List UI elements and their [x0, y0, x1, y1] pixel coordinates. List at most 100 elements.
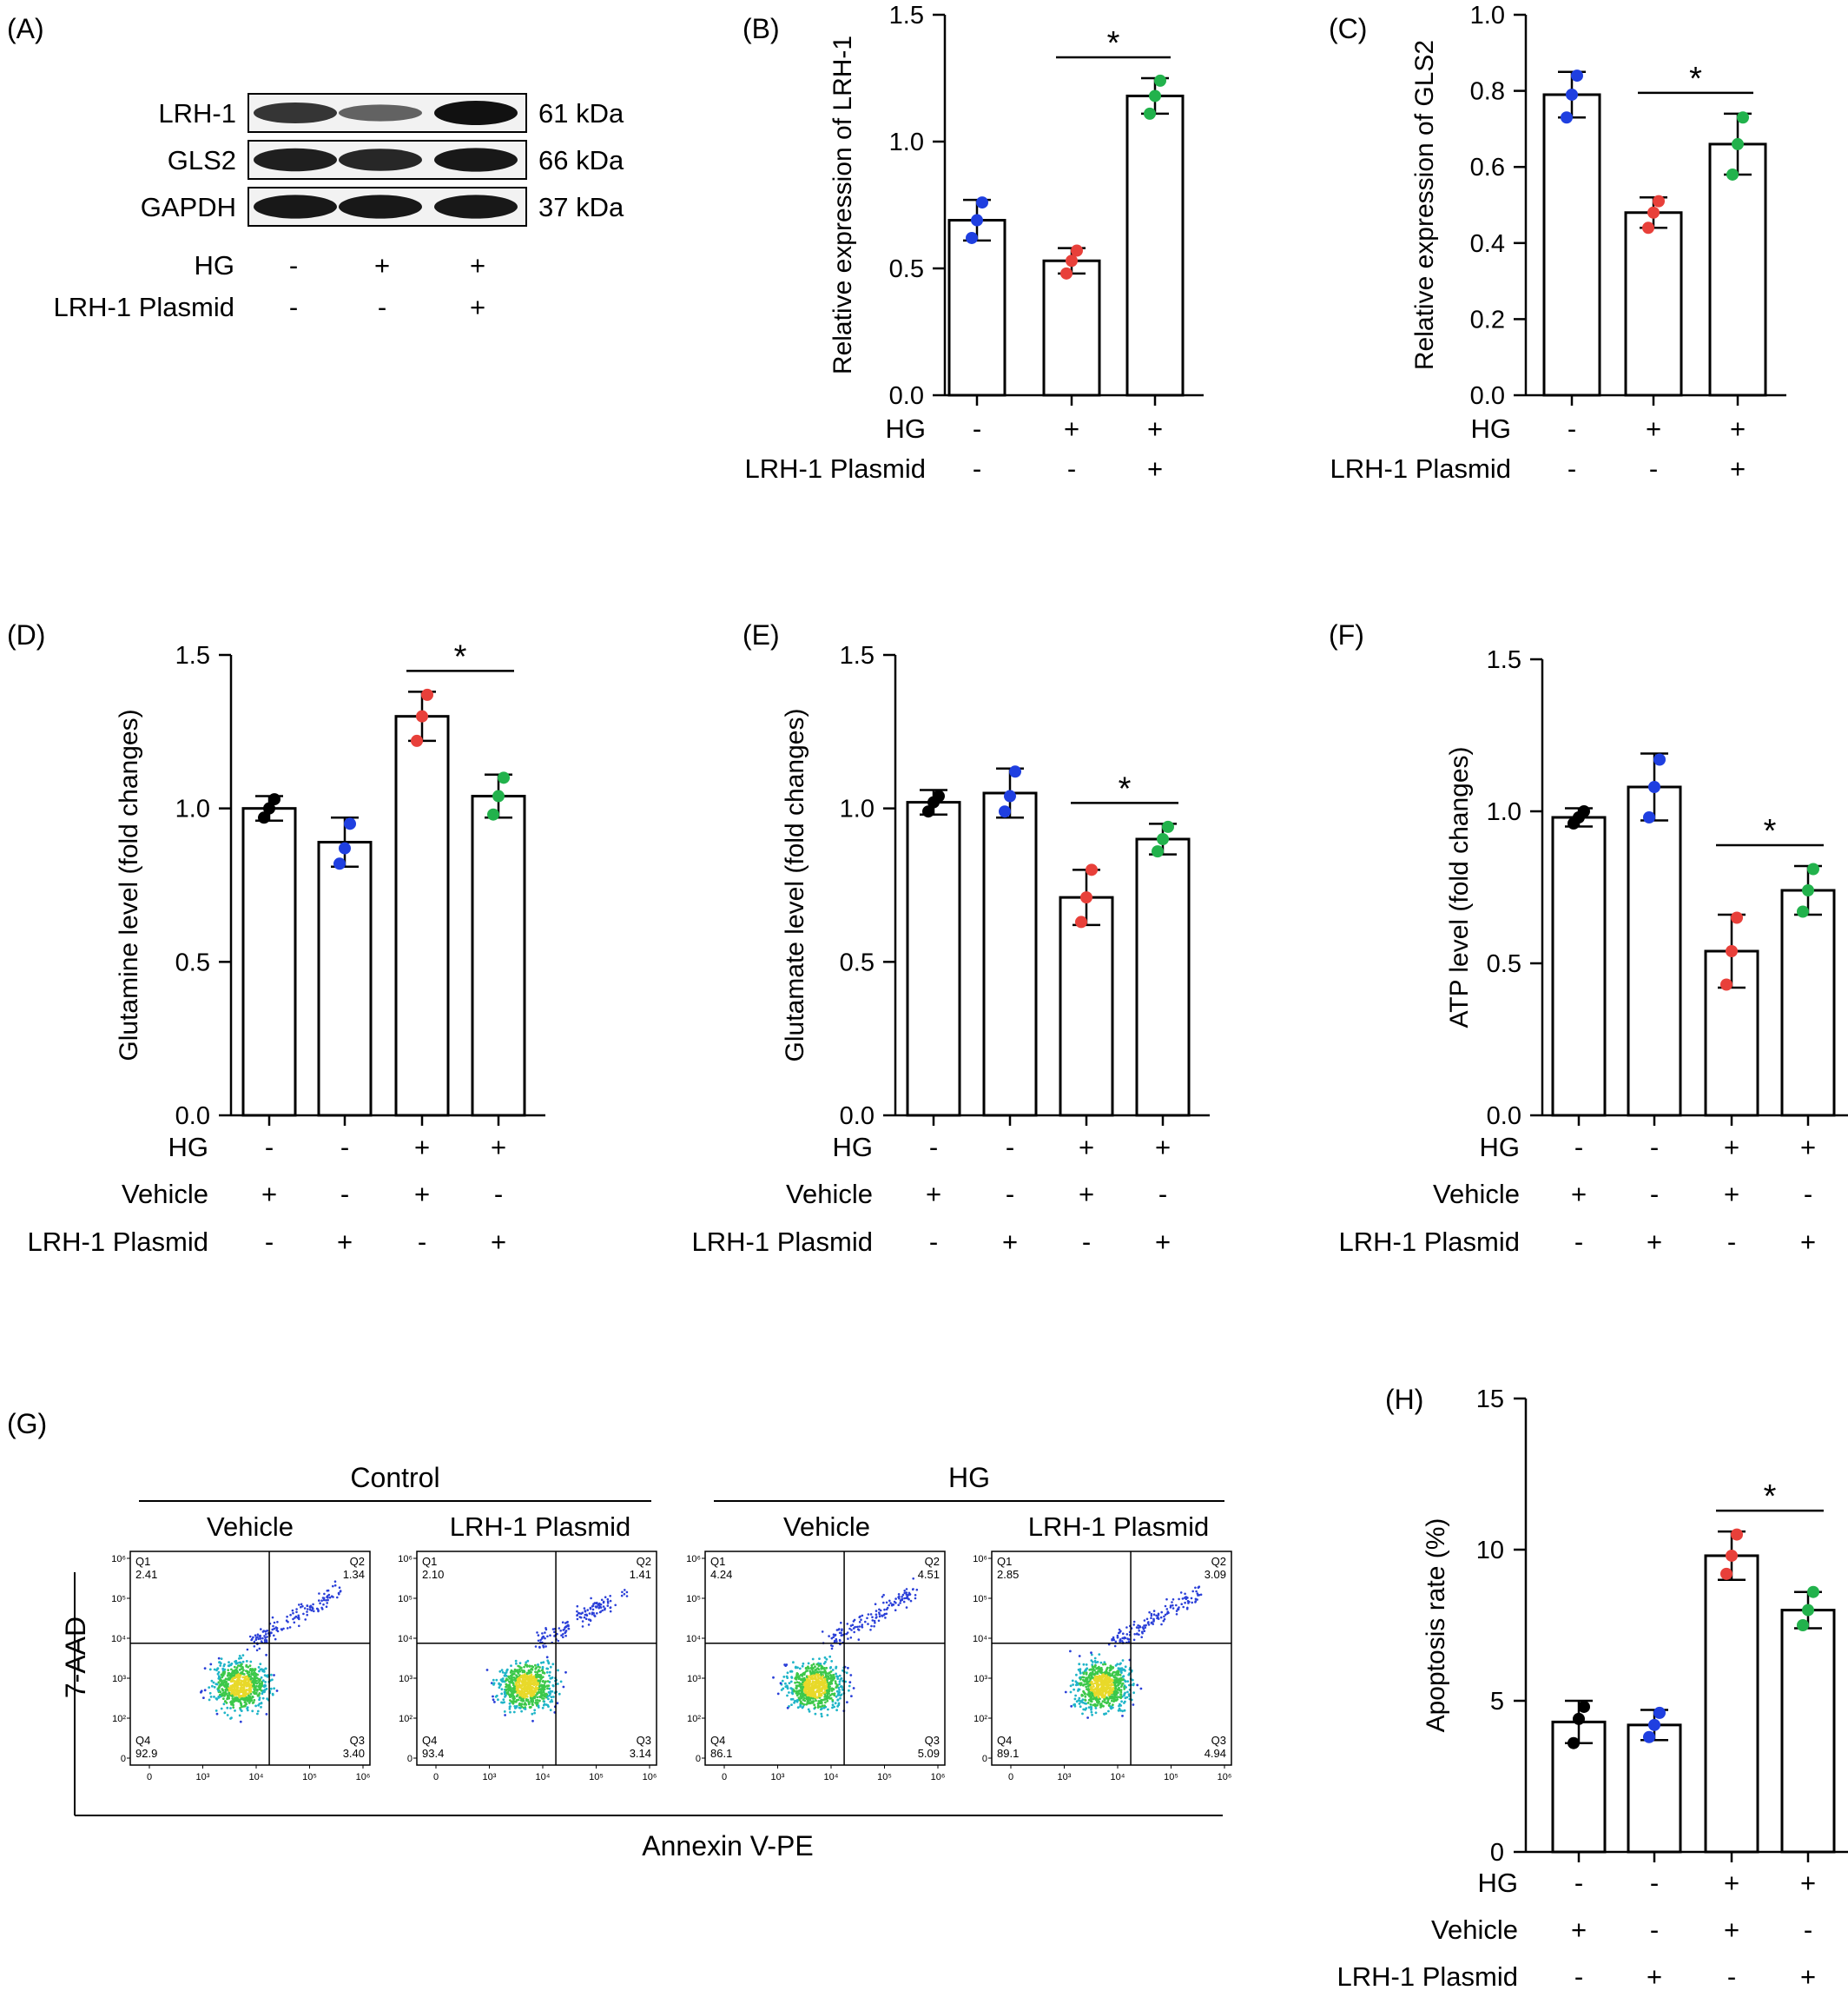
event-dot	[1127, 1638, 1131, 1641]
event-dot	[552, 1696, 555, 1698]
event-dot	[598, 1602, 601, 1605]
event-dot	[1169, 1604, 1172, 1607]
event-dot	[1127, 1693, 1131, 1696]
event-dot	[1119, 1681, 1122, 1684]
y-tick-label: 1.5	[840, 642, 874, 670]
event-dot	[1112, 1637, 1115, 1641]
event-dot	[820, 1712, 823, 1716]
event-dot	[1132, 1638, 1136, 1642]
event-dot	[533, 1711, 536, 1715]
event-dot	[821, 1683, 824, 1686]
event-dot	[510, 1693, 513, 1696]
event-dot	[321, 1597, 325, 1599]
event-dot	[531, 1712, 534, 1716]
event-dot	[221, 1689, 225, 1692]
event-dot	[789, 1670, 793, 1673]
event-dot	[1092, 1697, 1095, 1701]
event-dot	[797, 1692, 800, 1696]
event-dot	[1197, 1586, 1200, 1590]
condition-sign: +	[337, 1227, 353, 1257]
event-dot	[1120, 1700, 1123, 1703]
event-dot	[255, 1649, 259, 1652]
data-point	[1720, 1567, 1732, 1580]
event-dot	[274, 1626, 278, 1629]
condition-sign: +	[1571, 1179, 1587, 1209]
event-dot	[807, 1662, 810, 1665]
event-dot	[548, 1670, 551, 1674]
event-dot	[802, 1692, 804, 1695]
event-dot	[823, 1704, 826, 1707]
event-dot	[234, 1688, 237, 1691]
bar	[394, 715, 450, 1117]
event-dot	[849, 1674, 853, 1676]
data-point	[498, 771, 510, 784]
event-dot	[832, 1688, 835, 1691]
event-dot	[789, 1680, 793, 1683]
data-point	[487, 808, 499, 821]
event-dot	[330, 1595, 333, 1597]
event-dot	[567, 1627, 570, 1630]
event-dot	[249, 1692, 253, 1696]
event-dot	[1086, 1693, 1090, 1696]
event-dot	[893, 1600, 896, 1604]
event-dot	[541, 1697, 544, 1700]
event-dot	[596, 1612, 598, 1615]
event-dot	[238, 1669, 241, 1671]
condition-sign: -	[1650, 1179, 1659, 1209]
bar	[1627, 785, 1682, 1117]
event-dot	[1094, 1675, 1098, 1678]
data-point	[1004, 790, 1016, 803]
event-dot	[498, 1686, 501, 1690]
event-dot	[795, 1691, 798, 1695]
event-dot	[798, 1689, 801, 1692]
condition-sign: -	[265, 1132, 274, 1162]
event-dot	[512, 1678, 514, 1682]
event-dot	[227, 1673, 230, 1676]
event-dot	[790, 1691, 794, 1694]
event-dot	[835, 1665, 838, 1669]
quadrant-label: Q1	[710, 1555, 725, 1568]
event-dot	[544, 1703, 548, 1706]
event-dot	[224, 1677, 228, 1681]
event-dot	[1119, 1639, 1122, 1642]
event-dot	[1132, 1691, 1135, 1695]
event-dot	[241, 1697, 245, 1701]
event-dot	[1092, 1685, 1095, 1688]
event-dot	[566, 1623, 570, 1627]
event-dot	[849, 1637, 853, 1639]
event-dot	[823, 1656, 827, 1659]
event-dot	[897, 1593, 901, 1596]
flow-x-tick-label: 10⁵	[302, 1772, 317, 1782]
event-dot	[1106, 1666, 1109, 1670]
event-dot	[859, 1615, 861, 1618]
event-dot	[819, 1705, 822, 1709]
condition-sign: +	[1155, 1132, 1171, 1162]
event-dot	[231, 1683, 234, 1687]
event-dot	[788, 1682, 791, 1684]
flow-x-tick-label: 10⁴	[1111, 1772, 1125, 1782]
event-dot	[807, 1675, 810, 1678]
event-dot	[847, 1637, 849, 1640]
event-dot	[812, 1700, 815, 1703]
event-dot	[535, 1683, 538, 1687]
event-dot	[321, 1608, 324, 1610]
event-dot	[261, 1679, 265, 1683]
event-dot	[538, 1666, 541, 1669]
event-dot	[1171, 1601, 1173, 1604]
event-dot	[1119, 1676, 1123, 1680]
data-point	[1731, 1528, 1743, 1541]
event-dot	[809, 1671, 812, 1675]
condition-sign: +	[491, 1227, 506, 1257]
event-dot	[894, 1609, 897, 1611]
condition-sign: +	[470, 292, 485, 322]
condition-sign: -	[1006, 1179, 1014, 1209]
data-point	[1648, 1718, 1660, 1731]
data-point	[1080, 891, 1092, 904]
event-dot	[276, 1630, 280, 1633]
y-tick-label: 0.5	[889, 255, 924, 283]
event-dot	[1084, 1695, 1087, 1698]
event-dot	[826, 1690, 829, 1693]
event-dot	[828, 1696, 830, 1699]
event-dot	[253, 1645, 256, 1648]
